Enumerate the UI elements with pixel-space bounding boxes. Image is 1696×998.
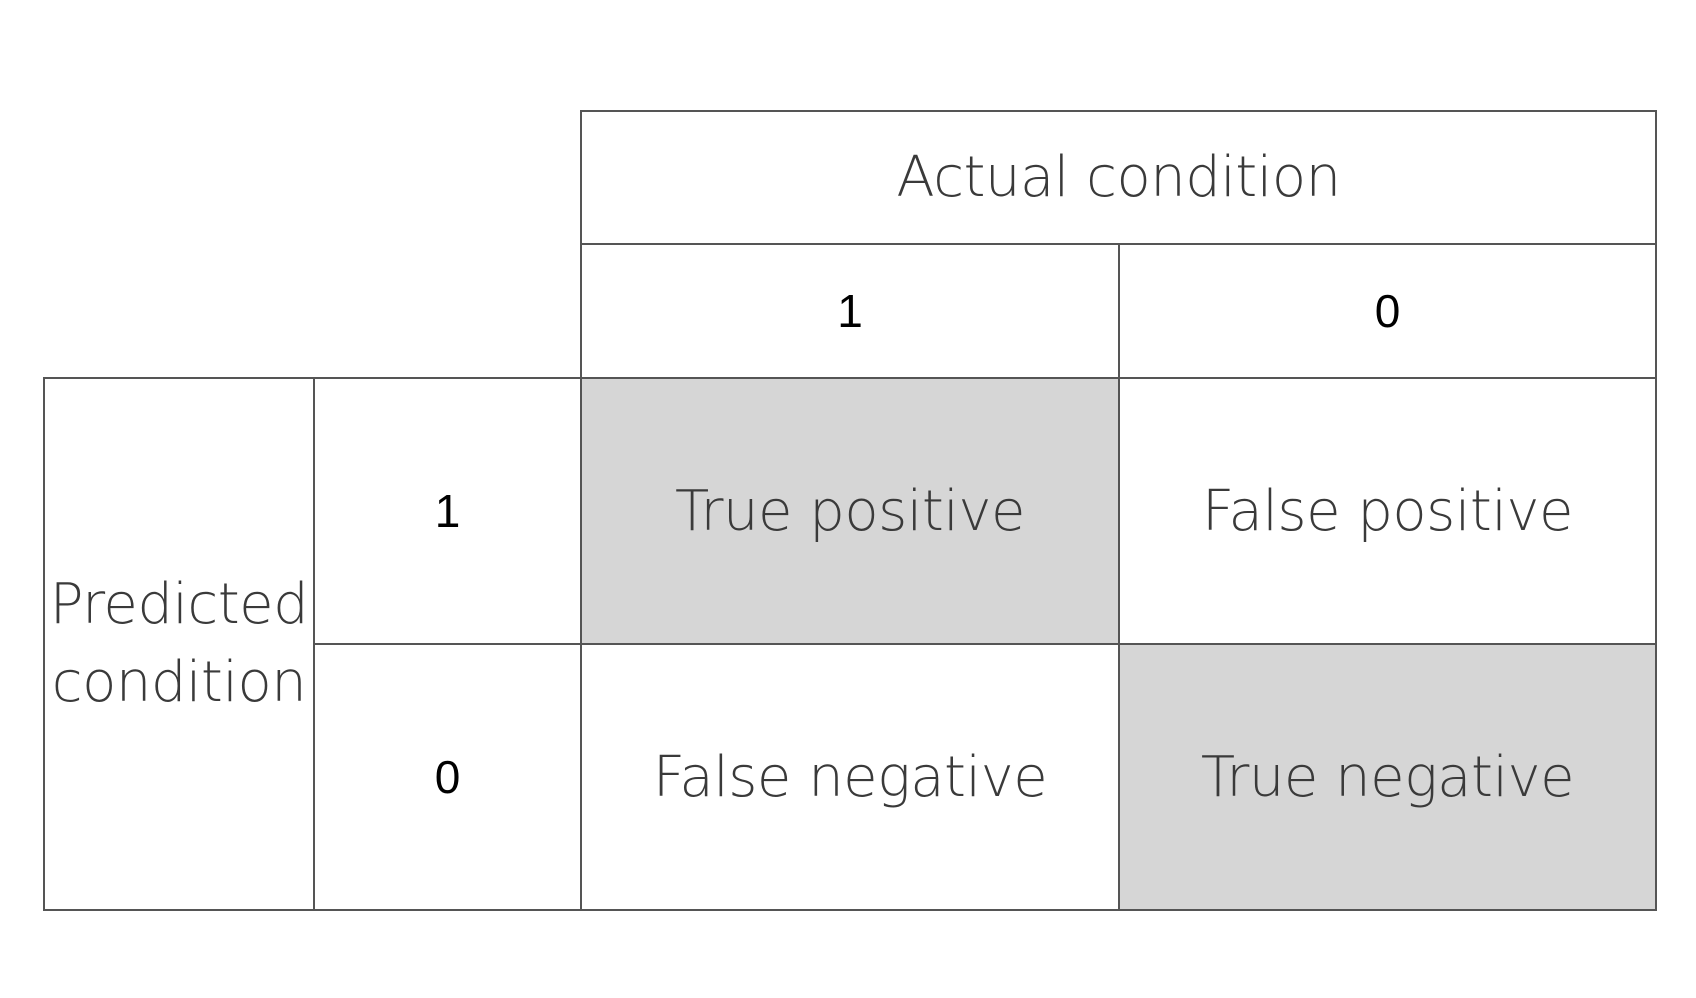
true-negative-cell: True negative — [1118, 643, 1657, 911]
false-positive-cell: False positive — [1118, 377, 1657, 645]
predicted-condition-header: Predicted condition — [43, 377, 315, 911]
actual-value-1-header: 1 — [580, 243, 1120, 379]
actual-value-0-header: 0 — [1118, 243, 1657, 379]
false-negative-cell: False negative — [580, 643, 1120, 911]
predicted-value-0-label: 0 — [434, 751, 461, 803]
predicted-condition-line1: Predicted — [49, 571, 309, 637]
predicted-value-0-header: 0 — [313, 643, 582, 911]
predicted-condition-line2: condition — [51, 650, 307, 715]
true-positive-label: True positive — [675, 478, 1025, 544]
true-positive-cell: True positive — [580, 377, 1120, 645]
actual-value-0-label: 0 — [1374, 285, 1401, 337]
true-negative-label: True negative — [1200, 744, 1575, 810]
false-positive-label: False positive — [1201, 478, 1574, 544]
actual-condition-header: Actual condition — [580, 110, 1657, 245]
actual-condition-label: Actual condition — [896, 145, 1341, 210]
false-negative-label: False negative — [652, 744, 1048, 810]
predicted-value-1-header: 1 — [313, 377, 582, 645]
actual-value-1-label: 1 — [837, 285, 863, 337]
predicted-value-1-label: 1 — [434, 485, 461, 537]
